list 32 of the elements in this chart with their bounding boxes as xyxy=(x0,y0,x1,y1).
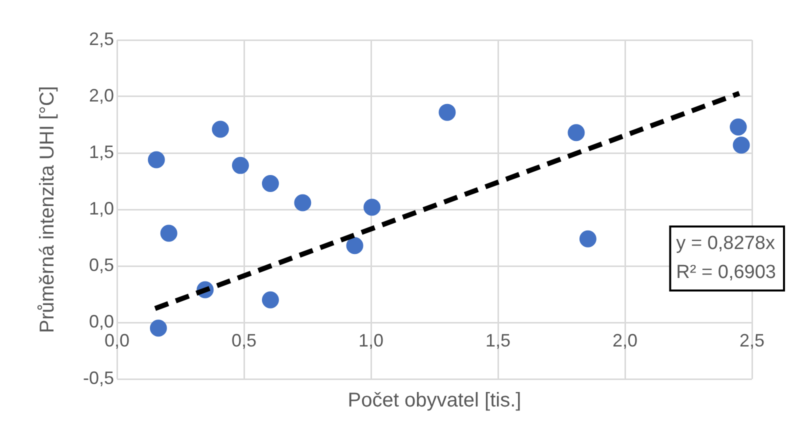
point xyxy=(232,156,249,174)
point xyxy=(579,230,596,248)
x-tick-label: 0,0 xyxy=(104,330,130,350)
y-axis-title: Průměrná intenzita UHI [°C] xyxy=(36,86,59,333)
point xyxy=(364,198,381,216)
x-tick-label: 2,0 xyxy=(612,330,638,350)
point xyxy=(160,224,178,242)
point xyxy=(730,118,747,136)
y-tick-label: -0,5 xyxy=(82,368,114,388)
point xyxy=(294,194,312,212)
y-tick-label: 0,0 xyxy=(88,311,114,332)
x-tick-label: 0,5 xyxy=(232,330,257,350)
x-tick-label: 2,5 xyxy=(739,330,765,350)
y-tick-label: 1,0 xyxy=(88,198,114,218)
y-tick-label: 0,5 xyxy=(88,254,114,275)
point xyxy=(150,320,167,337)
point xyxy=(212,120,229,138)
point xyxy=(262,175,279,192)
y-tick-label: 1,5 xyxy=(88,142,114,162)
point xyxy=(262,291,279,308)
point xyxy=(346,237,364,254)
point xyxy=(732,136,750,154)
x-tick-label: 1,5 xyxy=(485,330,511,350)
y-tick-label: 2,5 xyxy=(88,28,114,49)
point xyxy=(568,124,585,142)
x-tick-label: 1,0 xyxy=(358,330,384,350)
point xyxy=(438,104,456,121)
x-axis-title: Počet obyvatel [tis.] xyxy=(348,390,522,412)
point xyxy=(148,151,165,168)
annotation: R² = 0,6903 xyxy=(676,262,776,284)
annotation: y = 0,8278x xyxy=(676,233,776,254)
y-tick-label: 2,0 xyxy=(88,85,114,106)
